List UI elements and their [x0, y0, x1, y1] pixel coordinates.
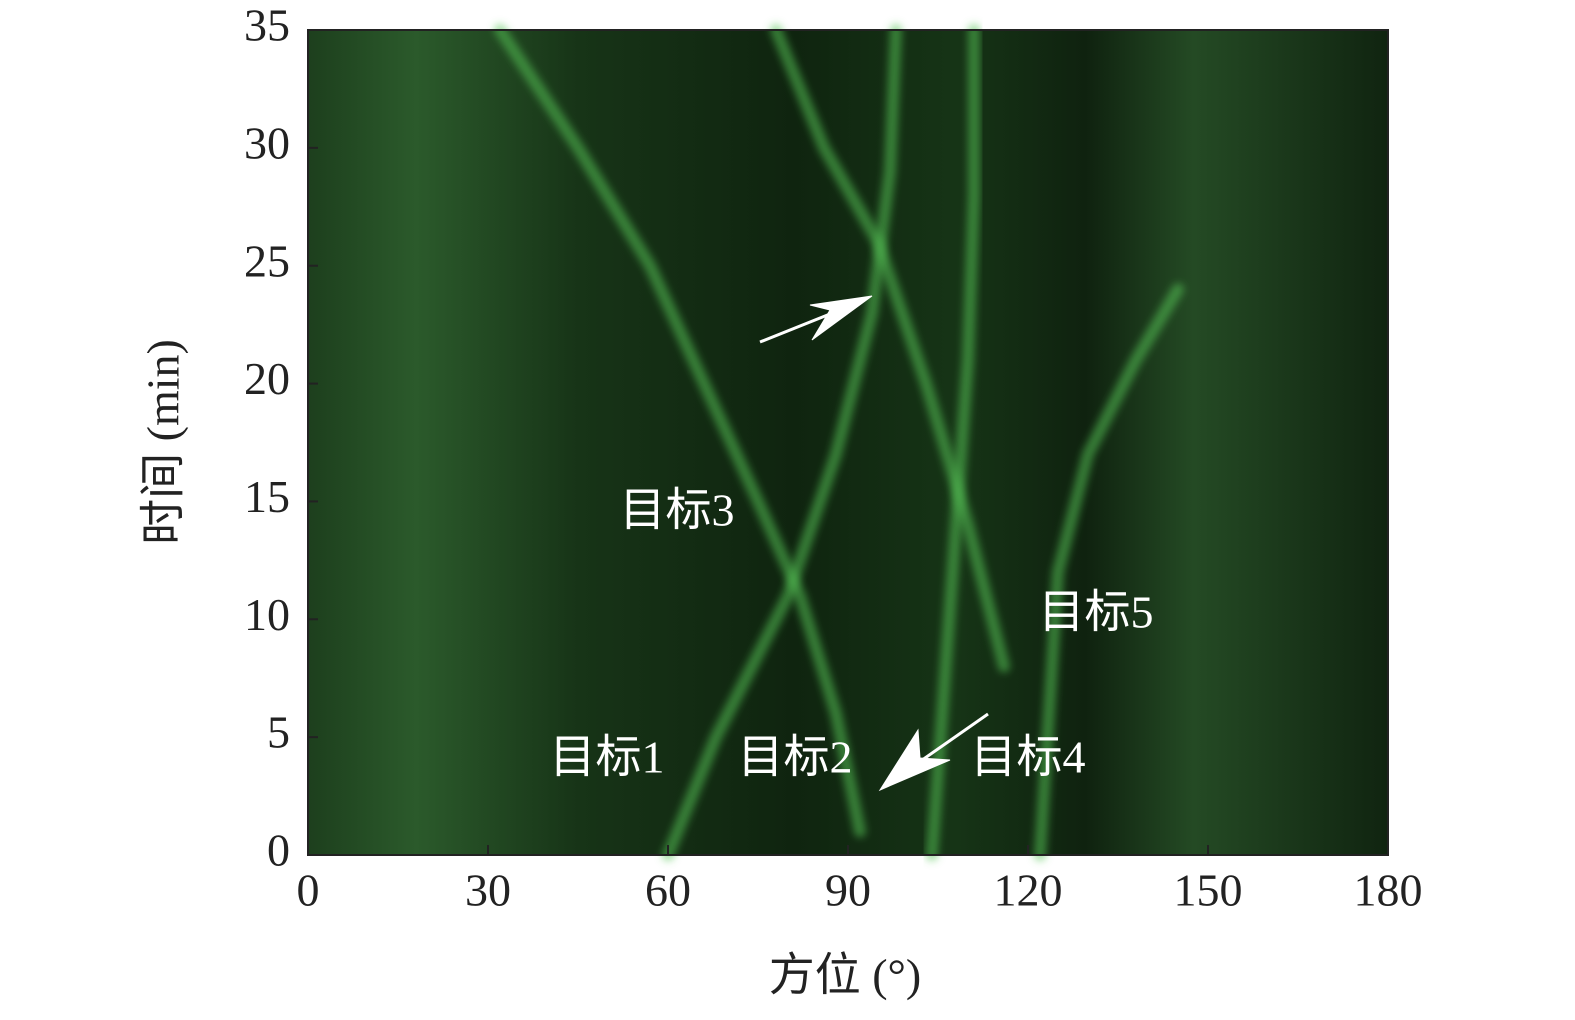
x-tick-label: 90	[825, 865, 871, 916]
annotation: 目标4	[971, 732, 1086, 783]
arrows	[759, 295, 989, 792]
annotation: 目标5	[1039, 587, 1154, 638]
arrow-head	[878, 728, 951, 792]
x-tick-label: 150	[1174, 865, 1243, 916]
y-axis-label: 时间 (min)	[138, 339, 189, 545]
x-tick-label: 30	[465, 865, 511, 916]
tracks	[494, 24, 1184, 861]
y-tick-label: 15	[244, 471, 290, 522]
y-tick-label: 10	[244, 589, 290, 640]
y-tick-label: 20	[244, 353, 290, 404]
track	[662, 24, 902, 861]
plot-background	[308, 30, 1388, 855]
track	[494, 24, 866, 838]
x-tick-label: 60	[645, 865, 691, 916]
annotation: 目标3	[620, 485, 735, 536]
arrow	[914, 712, 989, 767]
y-tick-label: 35	[244, 0, 290, 51]
y-tick-label: 25	[244, 235, 290, 286]
track	[770, 24, 1010, 673]
y-tick-label: 30	[244, 117, 290, 168]
y-tick-label: 0	[267, 825, 290, 876]
x-axis-label: 方位 (°)	[769, 950, 922, 1001]
annotation: 目标2	[738, 732, 853, 783]
x-tick-label: 120	[994, 865, 1063, 916]
track	[1034, 283, 1184, 861]
annotation: 目标1	[550, 732, 665, 783]
track	[926, 24, 980, 861]
x-tick-label: 0	[297, 865, 320, 916]
x-tick-label: 180	[1354, 865, 1423, 916]
y-tick-label: 5	[267, 707, 290, 758]
arrow-head	[809, 295, 873, 341]
